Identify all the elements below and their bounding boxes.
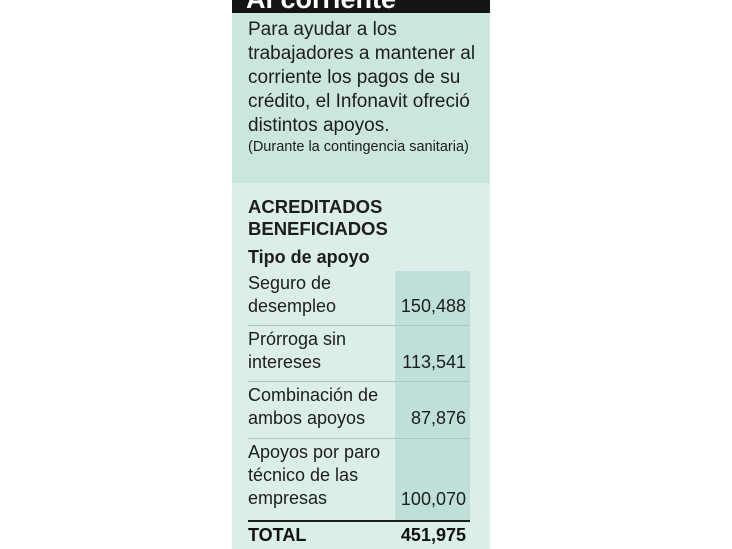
row-divider	[248, 381, 470, 382]
row-value: 87,876	[410, 408, 466, 428]
row-label: Seguro de desempleo	[248, 273, 337, 316]
table-row: Apoyos por paro técnico de las empresas …	[232, 441, 490, 517]
row-label: Prórroga sin intereses	[248, 329, 347, 372]
intro-box	[232, 13, 490, 183]
row-value: 150,488	[400, 296, 466, 316]
table-row: Seguro de desempleo 150,488	[232, 272, 490, 322]
section-subtitle: Tipo de apoyo	[248, 247, 370, 267]
row-value: 113,541	[402, 352, 466, 372]
row-divider	[248, 438, 470, 439]
row-label: Apoyos por paro técnico de las empresas	[248, 442, 381, 508]
total-label: TOTAL	[248, 525, 307, 545]
row-divider	[248, 325, 470, 326]
table-row: Prórroga sin intereses 113,541	[232, 328, 490, 378]
intro-text: Para ayudar a los trabajadores a mantene…	[248, 19, 476, 136]
header-bar: Al corriente	[232, 0, 490, 13]
row-label: Combinación de ambos apoyos	[248, 385, 379, 428]
header-title: Al corriente	[246, 0, 396, 13]
table-row: Combinación de ambos apoyos 87,876	[232, 384, 490, 434]
intro-note: (Durante la contingencia sanitaria)	[248, 139, 469, 155]
value-column-background	[395, 271, 470, 521]
total-rule	[248, 520, 470, 522]
row-value: 100,070	[400, 489, 466, 509]
total-value: 451,975	[400, 525, 466, 545]
section-title: ACREDITADOS BENEFICIADOS	[248, 196, 388, 239]
